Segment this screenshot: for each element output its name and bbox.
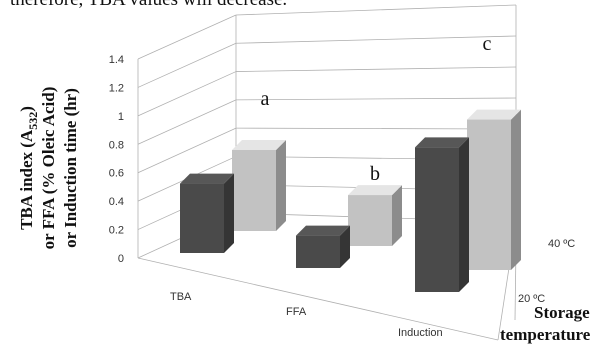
bar-40c-induction-side [511, 109, 521, 270]
bar-40c-tba-side [276, 140, 286, 231]
y-axis-title-line3: or Induction time (hr) [61, 88, 80, 248]
annotation-letter: a [261, 88, 270, 110]
bar-20c-induction-front [415, 147, 459, 292]
x-category-label: Induction [398, 327, 443, 339]
annotation-letter: b [370, 163, 380, 185]
depth-axis-title-line2: temperature [500, 325, 591, 344]
y-tick-label: 0.4 [109, 196, 124, 208]
bar-40c-induction-front [467, 119, 511, 270]
y-axis-title-line1: TBA index (A532) [17, 106, 40, 230]
floor-front-edge [137, 257, 499, 341]
y-axis-title-line2: or FFA (% Oleic Acid) [39, 87, 58, 250]
bar-20c-induction-top [415, 137, 469, 148]
y-axis-title-text: TBA index (A [17, 129, 36, 230]
bar-40c-induction-top [467, 109, 521, 120]
gridline-side [137, 99, 237, 145]
depth-axis-title-line1: Storage [534, 303, 590, 322]
bar-40c-tba-top [232, 140, 286, 150]
gridline-side [137, 42, 237, 88]
annotation-letter: c [483, 33, 492, 55]
depth-category-label: 20 ºC [518, 293, 545, 305]
body-text-line: therefore, TBA values will decrease. [10, 0, 287, 11]
bar-20c-ffa-front [296, 235, 340, 268]
bar-20c-ffa-top [296, 225, 350, 236]
bar-40c-ffa-side [392, 185, 402, 246]
y-tick-label: 0.8 [109, 139, 124, 151]
bar-20c-ffa-side [340, 225, 350, 268]
bar-40c-ffa-front [348, 195, 392, 246]
gridline-back [235, 4, 517, 16]
bar-40c-tba-front [232, 150, 276, 231]
gridline-side [137, 71, 237, 117]
y-axis-tick-labels: 0 0.2 0.4 0.6 0.8 1 1.2 1.4 [109, 54, 124, 265]
x-category-label: FFA [286, 306, 307, 318]
y-tick-label: 1 [118, 111, 124, 123]
y-axis-title-subscript: 532 [26, 112, 40, 130]
y-tick-label: 0.2 [109, 225, 124, 237]
gridline-side [137, 127, 237, 174]
bar-20c-tba-side [224, 173, 234, 253]
depth-category-label: 40 ºC [548, 238, 575, 250]
x-category-label: TBA [170, 291, 192, 303]
bar-20c-tba-top [180, 173, 234, 184]
chart-bars [180, 109, 521, 292]
bar-20c-induction-side [459, 137, 469, 292]
chart-labels: TBA FFA Induction 20 ºC 40 ºC a b c Storage tempe… [17, 33, 591, 344]
y-axis-title: TBA index (A532) or FFA (% Oleic Acid) or … [17, 87, 80, 250]
gridline-back [235, 66, 517, 72]
bar-20c-tba-front [180, 183, 224, 253]
gridline-back [235, 97, 517, 101]
gridline-back [235, 35, 517, 44]
y-axis-title-paren: ) [17, 106, 36, 112]
y-tick-label: 1.2 [109, 82, 124, 94]
bar-40c-ffa-top [348, 185, 402, 196]
y-tick-label: 1.4 [109, 54, 124, 66]
y-tick-label: 0 [118, 253, 124, 265]
y-tick-label: 0.6 [109, 168, 124, 180]
gridline-side [137, 14, 237, 60]
